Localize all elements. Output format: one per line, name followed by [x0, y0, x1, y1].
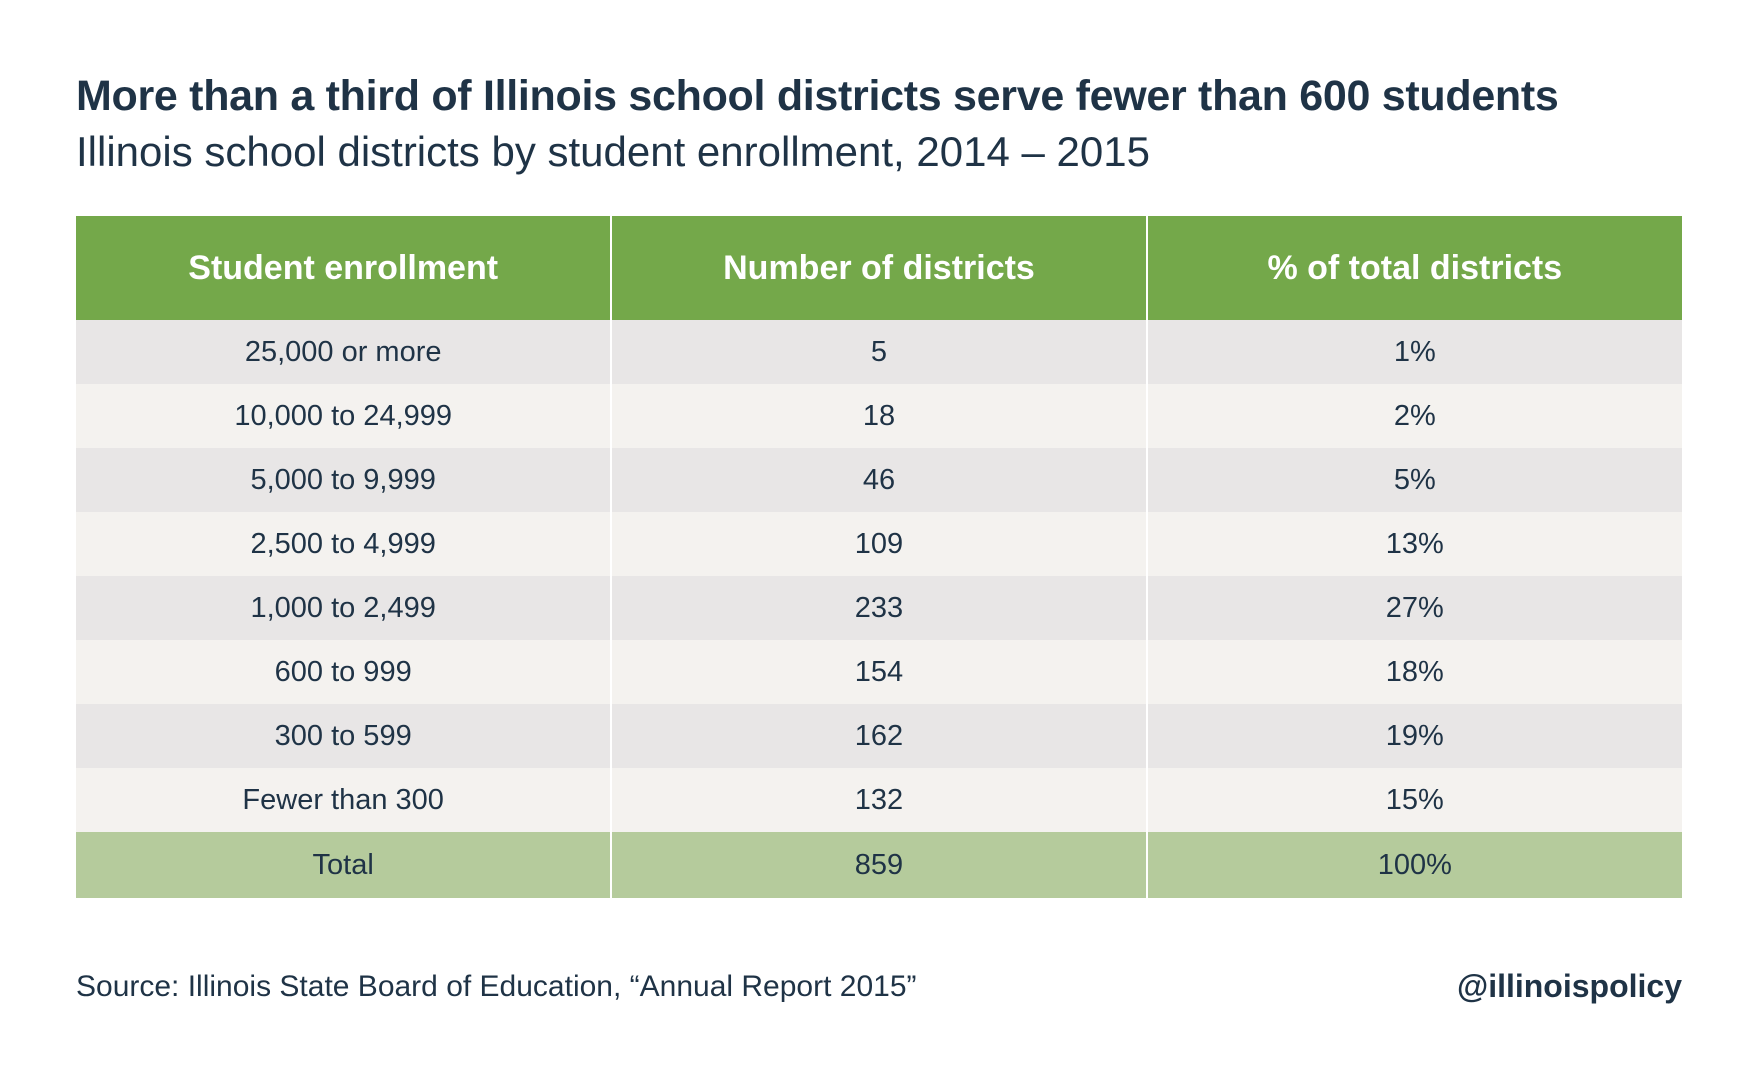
districts-cell: 109	[610, 512, 1147, 576]
percent-cell: 18%	[1145, 640, 1682, 704]
table-row: 300 to 599 162 19%	[76, 704, 1682, 768]
table-row: 25,000 or more 5 1%	[76, 320, 1682, 384]
districts-cell: 233	[610, 576, 1147, 640]
enrollment-cell: 25,000 or more	[76, 320, 612, 384]
percent-cell: 13%	[1145, 512, 1682, 576]
enrollment-cell: 10,000 to 24,999	[76, 384, 612, 448]
total-districts-cell: 859	[610, 832, 1147, 898]
total-row: Total 859 100%	[76, 832, 1682, 898]
table-body: 25,000 or more 5 1% 10,000 to 24,999 18 2% 5,0…	[76, 320, 1682, 832]
enrollment-cell: 5,000 to 9,999	[76, 448, 612, 512]
total-label-cell: Total	[76, 832, 612, 898]
table-row: 600 to 999 154 18%	[76, 640, 1682, 704]
percent-cell: 5%	[1145, 448, 1682, 512]
total-percent-cell: 100%	[1145, 832, 1682, 898]
column-header-enrollment: Student enrollment	[76, 216, 612, 320]
enrollment-cell: 2,500 to 4,999	[76, 512, 612, 576]
column-header-percent: % of total districts	[1145, 216, 1682, 320]
enrollment-cell: Fewer than 300	[76, 768, 612, 832]
chart-title: More than a third of Illinois school dis…	[76, 72, 1559, 120]
table-row: Fewer than 300 132 15%	[76, 768, 1682, 832]
percent-cell: 1%	[1145, 320, 1682, 384]
enrollment-table: Student enrollment Number of districts %…	[76, 216, 1682, 898]
social-handle: @illinoispolicy	[1456, 968, 1682, 1004]
chart-subtitle: Illinois school districts by student enr…	[76, 128, 1150, 175]
districts-cell: 132	[610, 768, 1147, 832]
enrollment-cell: 300 to 599	[76, 704, 612, 768]
table-row: 2,500 to 4,999 109 13%	[76, 512, 1682, 576]
districts-cell: 154	[610, 640, 1147, 704]
percent-cell: 2%	[1145, 384, 1682, 448]
enrollment-cell: 1,000 to 2,499	[76, 576, 612, 640]
percent-cell: 27%	[1145, 576, 1682, 640]
column-header-districts: Number of districts	[610, 216, 1147, 320]
enrollment-cell: 600 to 999	[76, 640, 612, 704]
districts-cell: 5	[610, 320, 1147, 384]
districts-cell: 46	[610, 448, 1147, 512]
percent-cell: 19%	[1145, 704, 1682, 768]
table-row: 10,000 to 24,999 18 2%	[76, 384, 1682, 448]
header-row: Student enrollment Number of districts %…	[76, 216, 1682, 320]
table-row: 5,000 to 9,999 46 5%	[76, 448, 1682, 512]
districts-cell: 18	[610, 384, 1147, 448]
percent-cell: 15%	[1145, 768, 1682, 832]
enrollment-table-container: Student enrollment Number of districts %…	[76, 216, 1682, 898]
table-row: 1,000 to 2,499 233 27%	[76, 576, 1682, 640]
source-note: Source: Illinois State Board of Educatio…	[76, 970, 917, 1003]
districts-cell: 162	[610, 704, 1147, 768]
